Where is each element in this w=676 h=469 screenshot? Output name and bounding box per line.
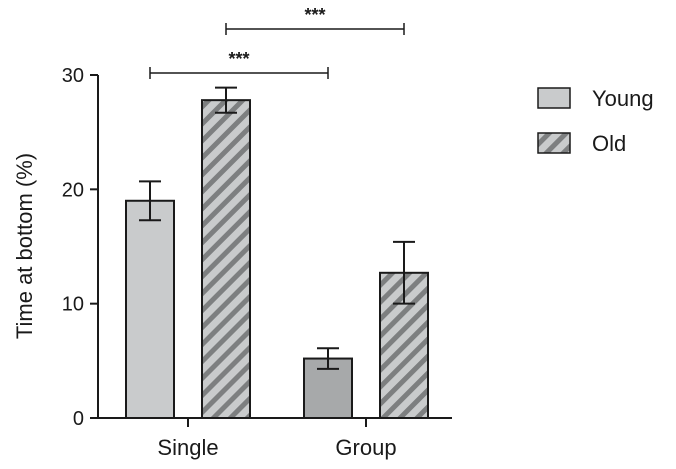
y-axis-title: Time at bottom (%) xyxy=(12,153,37,339)
bars xyxy=(125,86,429,420)
y-tick-label: 20 xyxy=(62,179,84,201)
significance-label: *** xyxy=(304,5,325,25)
significance-brackets: *** *** xyxy=(149,5,405,79)
bar-young-single xyxy=(125,199,175,419)
significance-label: *** xyxy=(228,49,249,69)
bar-old-single xyxy=(201,99,251,420)
y-tick-label: 30 xyxy=(62,65,84,87)
y-tick-label: 10 xyxy=(62,294,84,316)
y-tick-label: 0 xyxy=(73,408,84,430)
x-tick-label-group: Group xyxy=(335,435,396,460)
legend-swatch-young xyxy=(537,87,571,109)
legend-label-young: Young xyxy=(592,86,654,111)
legend-label-old: Old xyxy=(592,131,626,156)
legend-swatch-old xyxy=(537,132,571,154)
y-ticks: 0 10 20 30 xyxy=(62,65,98,430)
x-tick-label-single: Single xyxy=(157,435,218,460)
x-tick-labels: Single Group xyxy=(157,418,397,460)
legend: Young Old xyxy=(537,86,654,156)
